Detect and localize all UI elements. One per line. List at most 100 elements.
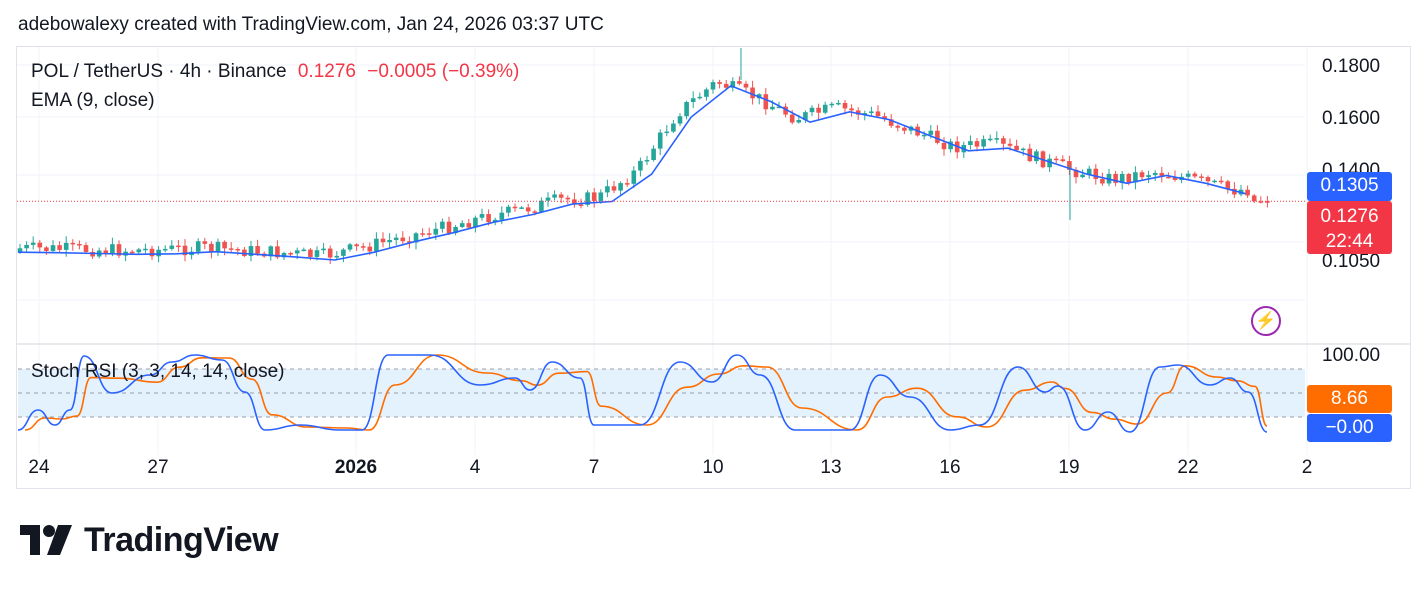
time-tick-label: 7 [589, 457, 600, 478]
legend-change: −0.0005 (−0.39%) [367, 61, 520, 82]
candle-body [314, 250, 320, 257]
candle-body [407, 241, 412, 243]
candle-body [176, 245, 181, 248]
tv-logo-icon [20, 525, 72, 555]
candle-body [446, 221, 452, 234]
candle-body [162, 248, 168, 251]
candle-body [143, 248, 148, 251]
candle-body [730, 81, 736, 88]
candle-body [743, 83, 749, 88]
candle-body [519, 207, 524, 209]
price-tick-label: 0.1050 [1322, 251, 1380, 272]
candle-body [268, 246, 274, 257]
candle-body [202, 241, 208, 244]
stoch-rsi-legend[interactable]: Stoch RSI (3, 3, 14, 14, close) [31, 361, 285, 382]
stoch-d-line [24, 354, 1268, 431]
candle-body [156, 249, 161, 257]
candle-body [968, 141, 973, 145]
candle-body [888, 119, 894, 126]
candle-body [882, 116, 887, 120]
chart-frame [16, 46, 1411, 489]
candle-body [783, 106, 788, 115]
candle-body [1245, 189, 1250, 196]
candle-body [1126, 173, 1132, 183]
ema-legend[interactable]: EMA (9, close) [31, 90, 155, 111]
candle-body [294, 250, 300, 254]
candle-body [354, 244, 359, 247]
tradingview-logo: TradingView [20, 520, 279, 560]
time-tick-label: 10 [702, 457, 723, 478]
lightning-icon[interactable]: ⚡ [1251, 306, 1281, 336]
candle-body [367, 246, 373, 252]
candle-body [1146, 175, 1151, 178]
candle-body [644, 160, 650, 162]
candle-body [440, 221, 445, 229]
candle-body [598, 192, 604, 201]
candle-body [1185, 173, 1191, 177]
stoch-k-line [17, 354, 1268, 433]
candle-body [1020, 148, 1026, 151]
candle-body [677, 116, 683, 124]
candle-body [948, 141, 953, 150]
candle-body [235, 248, 241, 251]
candle-body [1152, 172, 1158, 176]
candle-body [37, 242, 43, 248]
candle-body [631, 170, 637, 184]
candle-body [1073, 169, 1079, 178]
candle-body [717, 82, 722, 84]
candle-body [1232, 188, 1237, 195]
candle-body [1014, 145, 1019, 151]
candle-body [770, 106, 775, 110]
candle-body [275, 246, 280, 258]
candle-body [255, 246, 260, 254]
candle-body [869, 111, 874, 114]
candle-body [591, 192, 597, 201]
symbol-legend[interactable]: POL / TetherUS · 4h · Binance 0.1276 −0.… [31, 61, 519, 83]
candle-body [374, 238, 379, 252]
candle-body [1060, 159, 1066, 162]
candle-body [209, 243, 214, 252]
candle-body [327, 248, 333, 258]
candle-body [572, 199, 577, 205]
time-tick-label: 4 [470, 457, 481, 478]
time-tick-label: 22 [1177, 457, 1198, 478]
candle-body [215, 241, 221, 252]
candle-body [1100, 179, 1105, 184]
time-tick-label: 2026 [335, 457, 377, 478]
candle-body [750, 87, 755, 99]
stoch-k-badge: 8.66 [1307, 385, 1392, 413]
candle-body [684, 102, 689, 117]
candle-body [1007, 143, 1013, 146]
candle-body [426, 233, 432, 235]
candle-body [512, 206, 518, 209]
candle-body [704, 89, 709, 97]
candle-body [334, 255, 340, 258]
candle-body [129, 251, 135, 254]
candle-body [281, 253, 287, 258]
stoch-tick-label: 100.00 [1322, 345, 1380, 366]
candle-body [842, 102, 848, 109]
candle-body [657, 132, 663, 149]
candle-body [994, 138, 1000, 140]
candle-body [1034, 151, 1039, 162]
candle-body [479, 214, 485, 218]
candle-body [1113, 173, 1118, 183]
chart-attribution: adebowalexy created with TradingView.com… [18, 14, 604, 35]
candle-body [57, 245, 62, 250]
candle-body [737, 81, 742, 84]
candle-body [605, 186, 610, 193]
candle-body [506, 206, 511, 213]
candle-body [690, 98, 696, 103]
candle-body [525, 207, 531, 212]
candle-body [723, 83, 729, 88]
candle-body [987, 138, 993, 141]
candle-body [539, 200, 544, 212]
candle-body [1067, 161, 1072, 170]
candle-body [70, 242, 76, 245]
candle-body [836, 102, 841, 105]
candle-body [981, 139, 986, 147]
candle-body [664, 131, 670, 134]
candle-body [935, 130, 940, 143]
candle-body [301, 249, 307, 252]
